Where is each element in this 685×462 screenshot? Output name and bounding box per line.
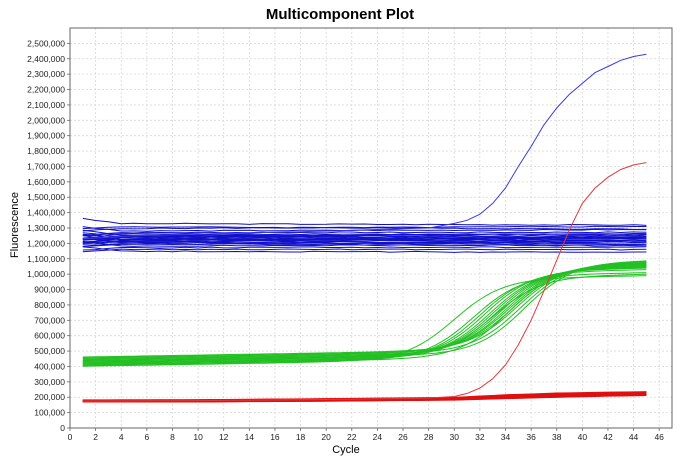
x-tick-label: 38 xyxy=(552,432,562,442)
series-line-green xyxy=(82,263,647,360)
y-tick-label: 2,000,000 xyxy=(27,115,65,125)
series-line-blue xyxy=(82,246,647,251)
y-axis-title: Fluorescence xyxy=(9,192,21,258)
x-tick-label: 18 xyxy=(296,432,306,442)
x-axis-ticks: 0 2 4 6 8 10 12 14 16 18 20 22 24 26 28 30 32 34 36 38 40 42 4… xyxy=(68,428,664,442)
x-tick-label: 4 xyxy=(119,432,124,442)
x-tick-label: 26 xyxy=(398,432,408,442)
y-tick-label: 2,300,000 xyxy=(27,69,65,79)
y-tick-label: 1,300,000 xyxy=(27,223,65,233)
x-tick-label: 40 xyxy=(578,432,588,442)
y-axis-ticks: 0 100,000 200,000 300,000 400,000 500,000 600,… xyxy=(27,38,70,433)
x-tick-label: 2 xyxy=(93,432,98,442)
x-tick-label: 32 xyxy=(475,432,485,442)
y-tick-label: 1,100,000 xyxy=(27,254,65,264)
y-tick-label: 400,000 xyxy=(34,361,65,371)
series-line-green xyxy=(82,272,647,366)
series-line-blue-amplifying xyxy=(82,53,647,240)
series-line-green xyxy=(82,260,647,362)
series-line-blue xyxy=(82,235,647,242)
series-line-green xyxy=(82,264,647,366)
series-line-blue xyxy=(82,226,647,231)
series-line-blue xyxy=(82,232,647,238)
series-line-green xyxy=(82,273,647,364)
y-tick-label: 1,000,000 xyxy=(27,269,65,279)
series-line-green xyxy=(82,261,647,358)
x-tick-label: 22 xyxy=(347,432,357,442)
x-axis-title: Cycle xyxy=(332,444,360,456)
x-tick-label: 44 xyxy=(629,432,639,442)
x-tick-label: 0 xyxy=(68,432,73,442)
y-tick-label: 800,000 xyxy=(34,300,65,310)
y-tick-label: 1,700,000 xyxy=(27,161,65,171)
x-tick-label: 16 xyxy=(270,432,280,442)
series-line-blue xyxy=(82,232,647,240)
x-tick-label: 30 xyxy=(450,432,460,442)
x-tick-label: 14 xyxy=(245,432,255,442)
series-line-red xyxy=(82,391,647,401)
x-tick-label: 42 xyxy=(603,432,613,442)
x-tick-label: 34 xyxy=(501,432,511,442)
y-tick-label: 2,100,000 xyxy=(27,100,65,110)
series-line-blue xyxy=(82,240,647,247)
series-line-blue xyxy=(82,231,647,236)
y-tick-label: 1,200,000 xyxy=(27,238,65,248)
series-line-blue xyxy=(82,248,647,253)
series-line-green xyxy=(82,261,647,360)
y-tick-label: 200,000 xyxy=(34,392,65,402)
y-tick-label: 1,600,000 xyxy=(27,177,65,187)
series-line-blue xyxy=(82,246,647,253)
x-tick-label: 20 xyxy=(321,432,331,442)
y-tick-label: 300,000 xyxy=(34,377,65,387)
y-tick-label: 500,000 xyxy=(34,346,65,356)
y-tick-label: 700,000 xyxy=(34,315,65,325)
series-line-blue xyxy=(82,225,647,232)
y-tick-label: 1,800,000 xyxy=(27,146,65,156)
y-tick-label: 1,500,000 xyxy=(27,192,65,202)
x-tick-label: 10 xyxy=(193,432,203,442)
y-tick-label: 0 xyxy=(60,423,65,433)
x-tick-label: 36 xyxy=(526,432,536,442)
series-line-blue xyxy=(82,217,647,226)
series-line-green xyxy=(82,262,647,359)
y-tick-label: 600,000 xyxy=(34,331,65,341)
y-tick-label: 1,900,000 xyxy=(27,131,65,141)
x-tick-label: 28 xyxy=(424,432,434,442)
x-tick-label: 6 xyxy=(144,432,149,442)
series-line-green xyxy=(82,269,647,366)
y-tick-label: 900,000 xyxy=(34,285,65,295)
series-line-green xyxy=(82,267,647,365)
series-line-green xyxy=(82,266,647,363)
series-line-blue xyxy=(82,236,647,240)
x-tick-label: 24 xyxy=(373,432,383,442)
series-line-blue xyxy=(82,236,647,244)
x-tick-label: 12 xyxy=(219,432,229,442)
y-tick-label: 2,400,000 xyxy=(27,54,65,64)
x-tick-label: 46 xyxy=(654,432,664,442)
chart-title: Multicomponent Plot xyxy=(266,6,414,23)
series-line-red-amplifying xyxy=(82,162,647,402)
y-tick-label: 100,000 xyxy=(34,408,65,418)
series-line-green xyxy=(82,263,647,361)
y-tick-label: 2,500,000 xyxy=(27,38,65,48)
series-line-blue xyxy=(82,241,647,247)
series-line-blue xyxy=(82,239,647,244)
y-tick-label: 2,200,000 xyxy=(27,85,65,95)
series-line-green xyxy=(82,266,647,364)
x-tick-label: 8 xyxy=(170,432,175,442)
y-tick-label: 1,400,000 xyxy=(27,208,65,218)
series-group xyxy=(82,53,647,403)
